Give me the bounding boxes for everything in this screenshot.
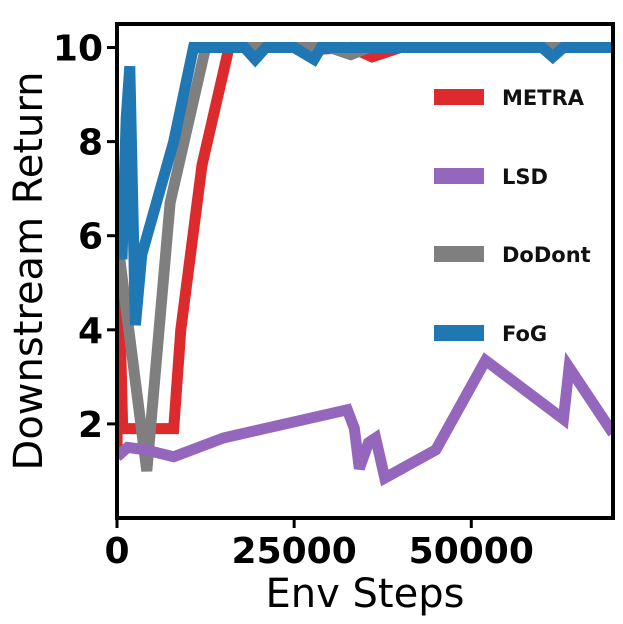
x-tick-label: 25000	[232, 531, 357, 572]
series-line-lsd	[117, 351, 613, 487]
series-line-fog	[117, 42, 613, 326]
y-tick-label: 8	[78, 123, 103, 164]
plot-frame	[115, 22, 615, 520]
y-tick-label: 6	[78, 217, 103, 258]
legend-label-lsd: LSD	[502, 165, 548, 189]
legend-label-dodont: DoDont	[502, 243, 591, 267]
legend: METRA LSD DoDont FoG	[434, 86, 591, 346]
tick-layer: 2 4 6 8 10 0 25000 50000	[53, 29, 534, 572]
legend-label-metra: METRA	[502, 86, 585, 110]
legend-swatch-lsd	[434, 168, 484, 184]
legend-swatch-metra	[434, 89, 484, 105]
x-tick-label: 50000	[409, 531, 534, 572]
legend-swatch-dodont	[434, 246, 484, 262]
x-axis-label: Env Steps	[266, 571, 465, 617]
y-tick-label: 10	[53, 29, 103, 70]
series-layer	[117, 41, 613, 487]
y-tick-label: 2	[78, 405, 103, 446]
y-axis-label: Downstream Return	[6, 72, 52, 471]
y-tick-label: 4	[78, 311, 103, 352]
legend-swatch-fog	[434, 325, 484, 341]
legend-label-fog: FoG	[502, 322, 547, 346]
x-tick-label: 0	[104, 531, 129, 572]
